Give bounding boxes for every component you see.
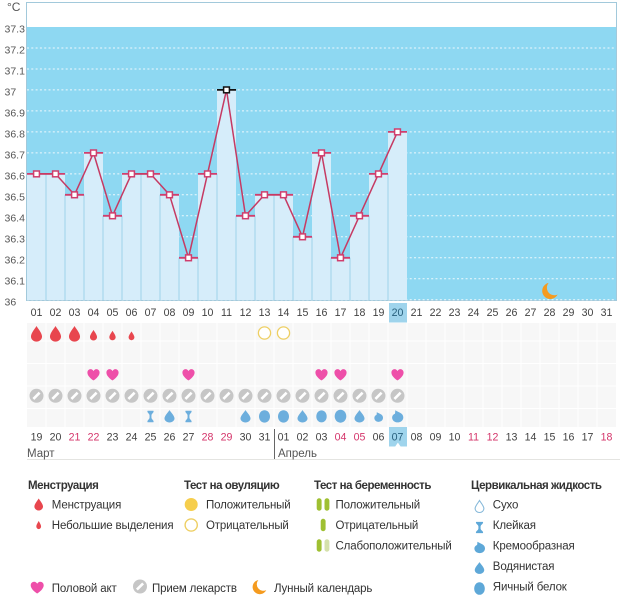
svg-text:36.8: 36.8 — [5, 129, 26, 141]
svg-text:27: 27 — [183, 432, 195, 444]
svg-text:02: 02 — [297, 432, 309, 444]
svg-text:Положительный: Положительный — [206, 500, 291, 512]
svg-text:11: 11 — [221, 307, 232, 319]
svg-text:24: 24 — [468, 307, 480, 319]
svg-text:02: 02 — [50, 307, 62, 319]
svg-text:28: 28 — [544, 307, 556, 319]
svg-text:37.1: 37.1 — [5, 66, 26, 78]
svg-text:06: 06 — [373, 432, 385, 444]
svg-text:26: 26 — [164, 432, 176, 444]
svg-text:27: 27 — [525, 307, 537, 319]
svg-text:36.9: 36.9 — [5, 108, 26, 120]
svg-text:04: 04 — [88, 307, 100, 319]
svg-text:17: 17 — [582, 432, 594, 444]
svg-text:08: 08 — [164, 307, 176, 319]
svg-text:36.7: 36.7 — [5, 150, 26, 162]
svg-text:26: 26 — [506, 307, 518, 319]
svg-text:Тест на овуляцию: Тест на овуляцию — [184, 480, 280, 492]
svg-text:25: 25 — [487, 307, 499, 319]
svg-text:16: 16 — [316, 307, 328, 319]
svg-text:Отрицательный: Отрицательный — [206, 520, 289, 532]
svg-text:36.5: 36.5 — [5, 191, 26, 203]
svg-text:36.6: 36.6 — [5, 171, 26, 183]
svg-text:22: 22 — [88, 432, 100, 444]
svg-text:03: 03 — [316, 432, 328, 444]
svg-text:23: 23 — [107, 432, 119, 444]
svg-text:30: 30 — [240, 432, 252, 444]
svg-text:Небольшие выделения: Небольшие выделения — [52, 520, 174, 532]
svg-text:31: 31 — [259, 432, 271, 444]
svg-text:Март: Март — [27, 448, 55, 460]
svg-text:07: 07 — [392, 432, 404, 444]
svg-text:36: 36 — [5, 296, 17, 308]
svg-text:05: 05 — [354, 432, 366, 444]
svg-text:36.1: 36.1 — [5, 275, 26, 287]
svg-text:17: 17 — [335, 307, 347, 319]
svg-text:36.3: 36.3 — [5, 233, 26, 245]
svg-text:Половой акт: Половой акт — [52, 583, 118, 595]
svg-text:01: 01 — [31, 307, 43, 319]
svg-text:Лунный календарь: Лунный календарь — [274, 583, 372, 595]
svg-text:37.3: 37.3 — [5, 24, 26, 36]
svg-text:22: 22 — [430, 307, 442, 319]
svg-text:06: 06 — [126, 307, 138, 319]
svg-text:01: 01 — [278, 432, 290, 444]
svg-text:23: 23 — [449, 307, 461, 319]
svg-text:Яичный белок: Яичный белок — [493, 582, 568, 594]
svg-text:08: 08 — [411, 432, 423, 444]
svg-text:20: 20 — [50, 432, 62, 444]
svg-text:Слабоположительный: Слабоположительный — [336, 541, 452, 553]
svg-text:14: 14 — [278, 307, 290, 319]
svg-text:Положительный: Положительный — [336, 500, 421, 512]
svg-text:05: 05 — [107, 307, 119, 319]
svg-text:11: 11 — [468, 432, 479, 444]
svg-text:09: 09 — [183, 307, 195, 319]
svg-text:10: 10 — [202, 307, 214, 319]
svg-text:Менструация: Менструация — [52, 500, 121, 512]
svg-text:29: 29 — [563, 307, 575, 319]
svg-text:21: 21 — [69, 432, 81, 444]
svg-text:03: 03 — [69, 307, 81, 319]
svg-text:Менструация: Менструация — [28, 480, 98, 492]
svg-text:Сухо: Сухо — [493, 500, 518, 512]
svg-text:37.2: 37.2 — [5, 45, 26, 57]
svg-text:36.4: 36.4 — [5, 212, 26, 224]
svg-text:18: 18 — [601, 432, 613, 444]
svg-text:31: 31 — [601, 307, 613, 319]
svg-text:Клейкая: Клейкая — [493, 520, 536, 532]
svg-text:13: 13 — [259, 307, 271, 319]
svg-text:15: 15 — [297, 307, 309, 319]
svg-text:12: 12 — [487, 432, 499, 444]
svg-text:36.2: 36.2 — [5, 254, 26, 266]
svg-text:18: 18 — [354, 307, 366, 319]
svg-text:15: 15 — [544, 432, 556, 444]
svg-text:13: 13 — [506, 432, 518, 444]
svg-text:Прием лекарств: Прием лекарств — [152, 583, 237, 595]
svg-text:Цервикальная жидкость: Цервикальная жидкость — [471, 480, 602, 492]
svg-text:Водянистая: Водянистая — [493, 561, 555, 573]
svg-text:28: 28 — [202, 432, 214, 444]
svg-text:12: 12 — [240, 307, 252, 319]
svg-text:04: 04 — [335, 432, 347, 444]
svg-text:Кремообразная: Кремообразная — [493, 541, 575, 553]
svg-text:07: 07 — [145, 307, 157, 319]
svg-text:Отрицательный: Отрицательный — [336, 520, 419, 532]
svg-text:24: 24 — [126, 432, 138, 444]
svg-text:14: 14 — [525, 432, 537, 444]
svg-text:29: 29 — [221, 432, 233, 444]
svg-text:16: 16 — [563, 432, 575, 444]
svg-text:20: 20 — [392, 307, 404, 319]
svg-text:21: 21 — [411, 307, 423, 319]
svg-text:19: 19 — [373, 307, 385, 319]
svg-text:37: 37 — [5, 87, 17, 99]
svg-text:Тест на беременность: Тест на беременность — [314, 480, 431, 492]
svg-text:°C: °C — [7, 0, 21, 14]
svg-text:30: 30 — [582, 307, 594, 319]
svg-text:10: 10 — [449, 432, 461, 444]
svg-text:25: 25 — [145, 432, 157, 444]
svg-text:19: 19 — [31, 432, 43, 444]
svg-text:09: 09 — [430, 432, 442, 444]
svg-text:Апрель: Апрель — [278, 448, 317, 460]
